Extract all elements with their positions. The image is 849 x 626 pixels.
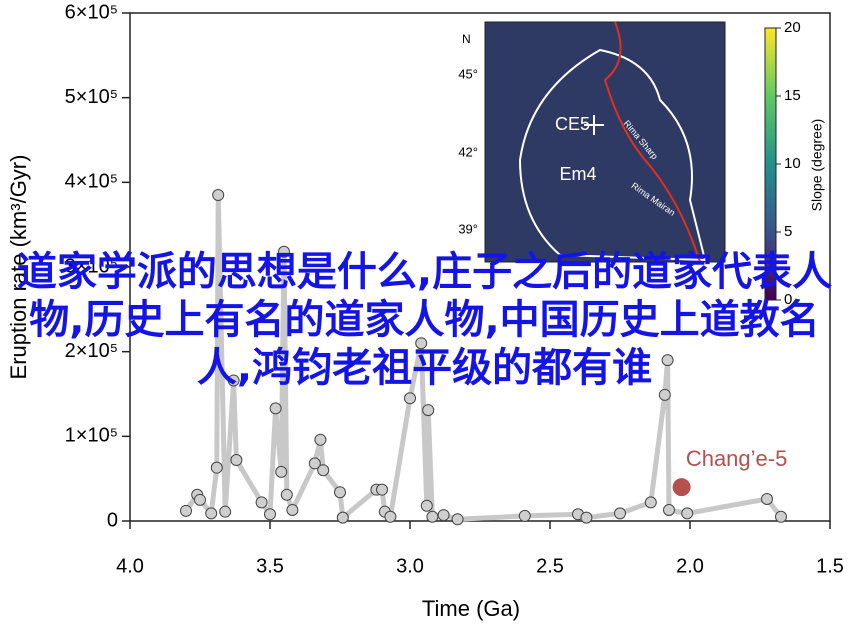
colorbar-label: Slope (degree)	[809, 119, 825, 212]
data-point	[437, 509, 450, 522]
data-point	[180, 504, 192, 517]
data-point	[614, 507, 626, 520]
site-label: CE5	[555, 114, 590, 134]
map-image	[484, 21, 726, 263]
unit-label: Em4	[559, 164, 596, 184]
data-point	[278, 245, 290, 258]
y-tick-label: 3×10⁵	[65, 255, 118, 277]
y-axis-label: Eruption rate (km³/Gyr)	[6, 155, 31, 380]
data-point	[376, 483, 388, 496]
data-point	[422, 404, 435, 417]
data-point	[415, 337, 428, 350]
x-tick-label: 1.5	[816, 555, 844, 577]
lat-label: 42°	[458, 144, 478, 159]
data-point	[661, 354, 674, 367]
data-point	[334, 486, 346, 499]
data-point	[264, 508, 276, 521]
data-point	[404, 392, 416, 405]
data-point	[336, 511, 349, 524]
data-point	[314, 433, 327, 446]
x-tick-label: 4.0	[116, 555, 144, 577]
data-point	[317, 464, 330, 477]
site-cross	[584, 115, 604, 135]
data-point	[681, 507, 694, 520]
colorbar-tick-label: 20	[784, 19, 801, 36]
data-point	[420, 499, 433, 512]
data-point	[580, 511, 593, 524]
lat-label: 39°	[458, 221, 478, 236]
data-point	[230, 454, 243, 467]
x-tick-label: 2.0	[676, 555, 704, 577]
data-point	[663, 503, 675, 516]
x-tick-label: 3.5	[256, 555, 284, 577]
y-tick-label: 4×10⁵	[65, 171, 118, 193]
data-point	[775, 510, 787, 523]
data-point	[761, 492, 773, 505]
x-axis-label: Time (Ga)	[422, 596, 520, 621]
colorbar-tick-label: 15	[784, 87, 801, 104]
data-point	[451, 513, 464, 526]
colorbar-tick-label: 0	[784, 291, 792, 308]
y-tick-label: 1×10⁵	[65, 425, 118, 447]
data-point	[384, 510, 397, 523]
data-point	[518, 509, 531, 522]
lat-label: 45°	[458, 66, 478, 81]
data-point	[269, 402, 282, 415]
north-label: N	[462, 32, 471, 46]
y-tick-label: 5×10⁵	[65, 86, 118, 108]
y-tick-label: 2×10⁵	[65, 340, 118, 362]
data-point	[212, 189, 225, 202]
y-tick-label: 0	[107, 509, 118, 531]
data-point	[308, 457, 321, 470]
x-tick-label: 2.5	[536, 555, 564, 577]
annotation-label: Chang’e-5	[686, 446, 788, 471]
data-point	[658, 388, 671, 401]
x-tick-label: 3.0	[396, 555, 424, 577]
data-point	[426, 510, 439, 523]
annotation-point	[672, 478, 691, 497]
mare-outline	[518, 48, 707, 262]
data-point	[286, 503, 299, 516]
rille	[603, 21, 701, 263]
data-point	[205, 507, 218, 520]
data-point	[219, 505, 232, 518]
data-point	[255, 496, 268, 509]
data-point	[275, 465, 288, 478]
inset-map: CE5 Em4 Rima Sharp Rima Mairan N 45° 42°…	[458, 19, 824, 308]
data-point	[644, 496, 657, 509]
data-point	[210, 461, 223, 474]
data-point	[280, 488, 293, 501]
data-point	[227, 374, 240, 387]
colorbar-tick-label: 5	[784, 223, 792, 240]
colorbar-tick-label: 10	[784, 155, 801, 172]
data-point	[194, 493, 206, 506]
overlay-title: 道家学派的思想是什么,庄子之后的道家代表人物,历史上有名的道家人物,中国历史上道…	[16, 249, 833, 391]
y-tick-label: 6×10⁵	[65, 1, 118, 23]
